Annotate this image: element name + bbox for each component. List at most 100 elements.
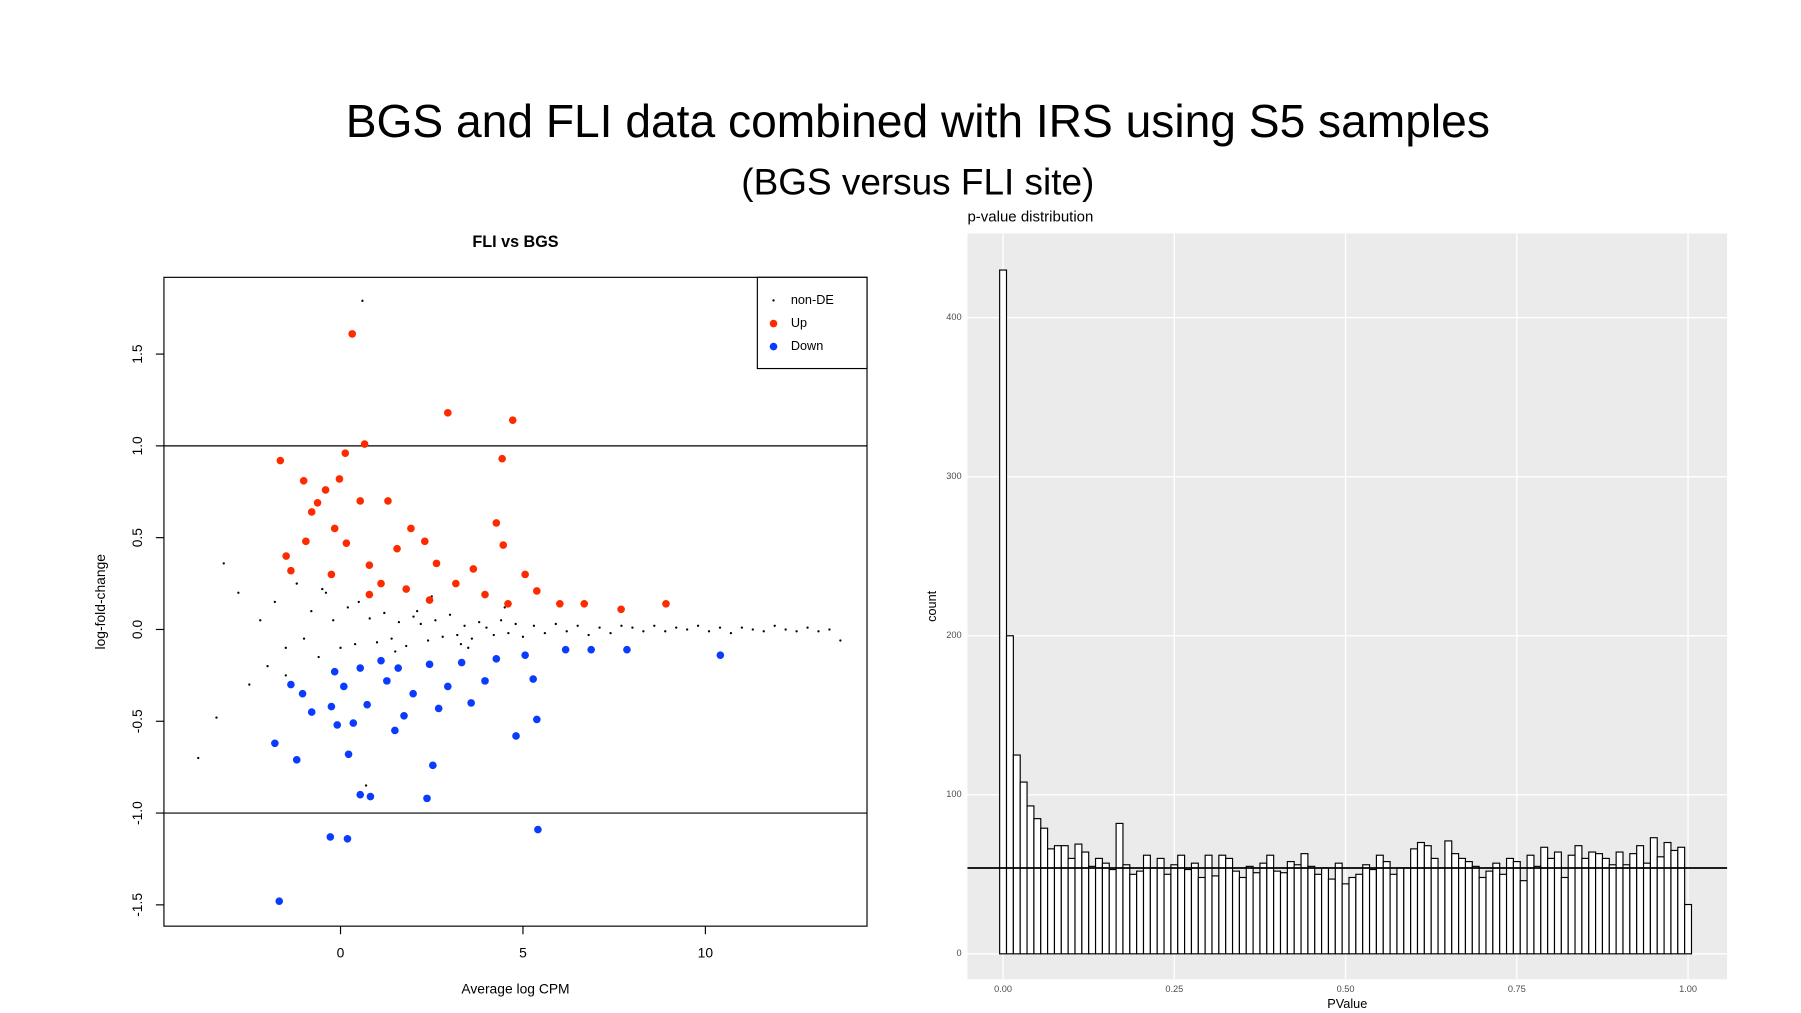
point <box>469 565 478 573</box>
point <box>332 619 335 622</box>
point <box>467 646 470 649</box>
histogram-bar <box>1279 872 1288 955</box>
point <box>623 645 631 654</box>
point <box>353 643 357 646</box>
point <box>339 646 342 649</box>
point <box>707 630 711 633</box>
histogram-bar <box>1060 845 1069 955</box>
point <box>365 561 374 570</box>
histogram-bar <box>1430 857 1439 955</box>
x-tick-label: 0 <box>337 945 345 961</box>
point <box>335 475 344 483</box>
point <box>580 599 589 608</box>
point <box>259 619 262 622</box>
point <box>356 497 365 505</box>
y-tick-label: 1.0 <box>129 436 145 456</box>
histogram-bar <box>1642 862 1651 955</box>
point <box>222 562 225 565</box>
histogram-bar <box>1622 864 1631 955</box>
histogram-bar <box>1314 873 1323 955</box>
histogram-bar <box>1471 865 1480 955</box>
histogram-bar <box>1184 868 1193 955</box>
point <box>512 732 520 740</box>
histogram-bar <box>1458 857 1467 955</box>
point <box>407 524 415 533</box>
point <box>467 699 475 707</box>
point <box>405 644 408 648</box>
histogram-bar <box>1190 862 1199 955</box>
point <box>344 750 353 759</box>
histogram-bar <box>1677 846 1686 955</box>
point <box>377 656 385 665</box>
histogram-bar <box>1026 805 1035 955</box>
point <box>348 330 357 338</box>
x-tick-label: 0.00 <box>994 984 1012 994</box>
point <box>292 756 301 764</box>
histogram-bar <box>1396 867 1405 955</box>
point <box>532 624 536 627</box>
point <box>470 637 474 640</box>
point <box>521 651 529 659</box>
point <box>330 667 339 676</box>
histogram-bar <box>1067 857 1076 955</box>
point <box>533 587 541 595</box>
histogram-bar <box>1478 876 1487 955</box>
point <box>284 674 287 677</box>
point <box>521 570 529 579</box>
point <box>507 631 510 635</box>
histogram-bar <box>1252 872 1261 955</box>
point <box>295 582 298 585</box>
point <box>828 628 831 631</box>
point <box>349 719 358 727</box>
point <box>287 680 295 689</box>
point <box>448 613 452 616</box>
histogram-bar <box>1670 849 1679 955</box>
point <box>394 650 397 653</box>
point <box>529 675 537 683</box>
point <box>587 633 590 637</box>
histogram-bar <box>1533 865 1542 955</box>
point <box>598 626 601 629</box>
histogram-bar <box>1375 854 1384 955</box>
point <box>275 897 284 905</box>
plot-frame <box>163 276 868 927</box>
y-tick-label: 0.5 <box>129 528 145 548</box>
point <box>457 658 466 667</box>
point <box>503 606 506 609</box>
histogram-bar <box>1649 837 1658 955</box>
point <box>394 664 402 672</box>
x-axis-label: PValue <box>1327 997 1367 1011</box>
point <box>642 630 645 633</box>
histogram-bar <box>1327 878 1336 955</box>
histogram-bar <box>1170 864 1179 955</box>
histogram-bar <box>1601 857 1610 955</box>
point <box>307 708 316 716</box>
x-tick-label: 5 <box>519 945 527 961</box>
histogram-bar <box>1231 870 1240 955</box>
point <box>498 454 506 463</box>
histogram-bar <box>1423 845 1432 955</box>
y-axis-label: count <box>925 590 939 622</box>
point <box>342 539 351 547</box>
histogram-bar <box>1636 845 1645 955</box>
histogram-bar <box>1204 854 1213 955</box>
histogram-bar <box>1403 867 1412 955</box>
point <box>795 630 798 633</box>
point <box>356 664 365 672</box>
point <box>432 559 441 568</box>
point <box>653 624 656 627</box>
histogram-bar <box>1567 854 1576 955</box>
y-tick-label: -1.0 <box>129 801 145 825</box>
y-tick-label: -1.5 <box>129 893 145 917</box>
histogram-bar <box>1266 854 1275 955</box>
point <box>576 624 579 627</box>
y-axis-label: log-fold-change <box>92 554 108 650</box>
point <box>492 519 501 527</box>
point <box>377 579 385 588</box>
legend-label: Down <box>791 339 823 353</box>
point <box>441 635 444 638</box>
point <box>313 498 322 507</box>
point <box>696 624 700 627</box>
histogram-bar <box>1115 822 1124 955</box>
